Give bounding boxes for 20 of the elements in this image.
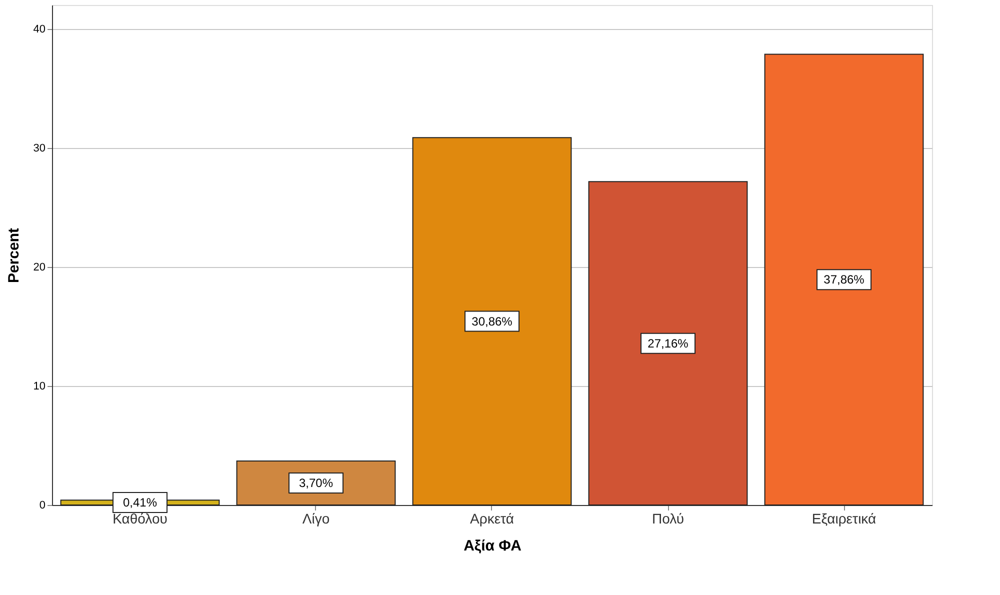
bar xyxy=(764,54,924,506)
y-tick-label: 30 xyxy=(33,142,46,154)
data-label: 0,41% xyxy=(122,496,158,510)
y-tick-label: 10 xyxy=(33,380,46,392)
data-label: 37,86% xyxy=(824,272,865,287)
bar xyxy=(412,137,572,506)
x-tick-label: Καθόλου xyxy=(112,510,168,526)
x-axis-title: Αξία ΦΑ xyxy=(464,538,522,554)
y-axis-title: Percent xyxy=(5,228,22,284)
x-tick-label: Λίγο xyxy=(302,510,330,526)
x-tick-label: Εξαιρετικά xyxy=(812,510,876,526)
x-tick-label: Πολύ xyxy=(652,510,684,526)
x-tick-label: Αρκετά xyxy=(470,510,514,526)
y-tick-label: 20 xyxy=(33,261,46,274)
y-tick-label: 40 xyxy=(33,23,46,36)
bar xyxy=(588,181,748,506)
data-label: 30,86% xyxy=(472,314,513,328)
data-label: 3,70% xyxy=(298,476,334,490)
data-label: 27,16% xyxy=(648,336,689,350)
y-tick-label: 0 xyxy=(39,500,46,512)
